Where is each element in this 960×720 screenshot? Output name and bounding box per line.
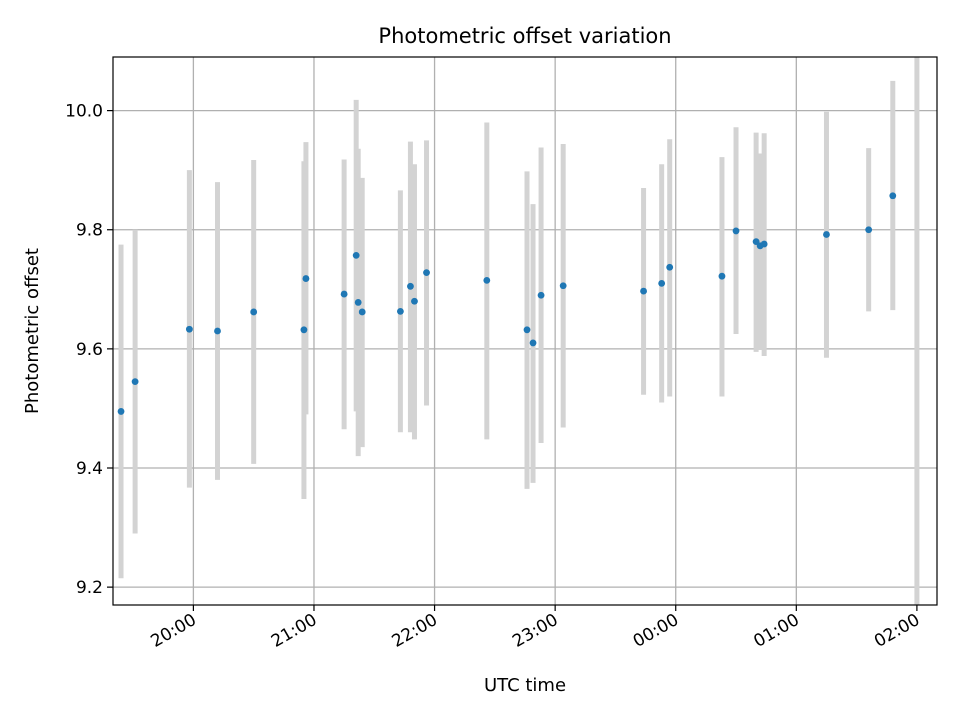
data-point: [131, 378, 139, 386]
data-point: [117, 408, 125, 415]
data-point: [396, 307, 404, 315]
y-axis-ticks: 9.2 9.4 9.6 9.8 10.0: [65, 102, 113, 598]
data-point: [889, 192, 897, 200]
data-point: [718, 272, 726, 280]
y-tick-label: 9.6: [76, 340, 103, 360]
data-point: [559, 282, 567, 290]
plot-frame: [112, 56, 938, 606]
data-point: [640, 287, 647, 295]
x-axis-label: UTC time: [484, 675, 566, 696]
data-point: [529, 339, 537, 347]
data-point: [523, 326, 531, 334]
data-point: [214, 327, 221, 335]
data-point: [354, 299, 362, 306]
data-point: [483, 276, 491, 284]
y-tick-label: 9.2: [76, 578, 103, 598]
data-point: [666, 263, 674, 271]
data-point: [732, 227, 740, 235]
data-point: [411, 297, 418, 305]
data-point: [537, 291, 545, 299]
data-point: [340, 290, 348, 298]
data-point: [423, 269, 430, 277]
chart-title: Photometric offset variation: [378, 24, 671, 48]
data-point: [407, 282, 414, 290]
data-point: [760, 240, 768, 248]
y-tick-label: 9.4: [76, 459, 103, 479]
data-point: [658, 279, 666, 287]
data-point: [302, 275, 310, 282]
y-tick-label: 10.0: [65, 102, 103, 122]
data-point: [358, 308, 366, 316]
y-tick-label: 9.8: [76, 221, 103, 241]
data-point: [185, 325, 193, 333]
data-points: [117, 192, 897, 415]
data-point: [865, 226, 873, 234]
data-point: [250, 308, 258, 316]
data-point: [823, 231, 830, 238]
y-axis-label: Photometric offset: [22, 248, 43, 414]
data-point: [300, 326, 308, 334]
data-point: [352, 251, 360, 259]
